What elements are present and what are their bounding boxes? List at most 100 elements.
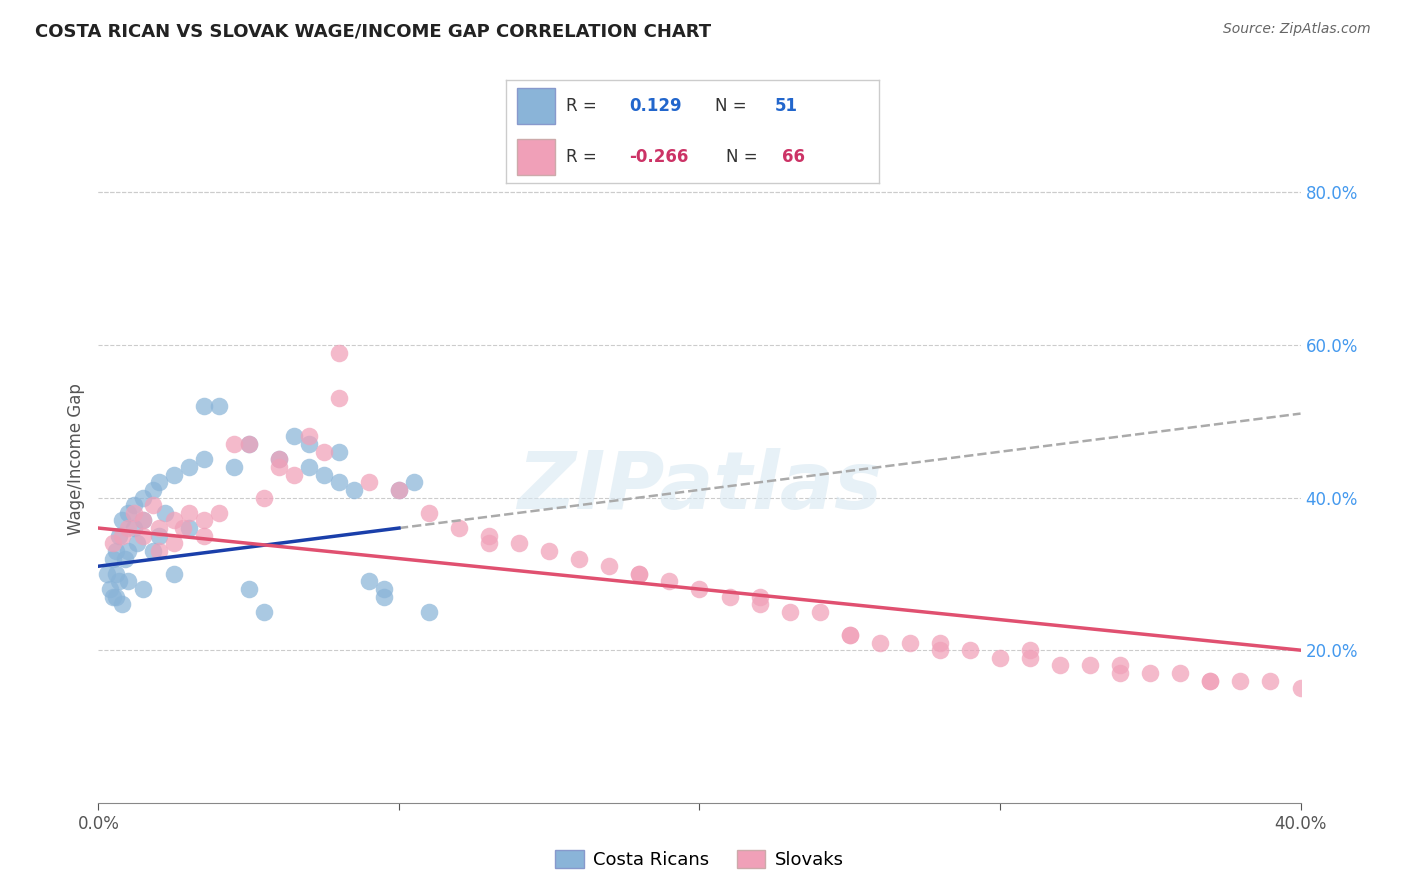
Point: [141, 483, 163, 497]
Point: [148, 529, 170, 543]
Point: [1170, 666, 1192, 681]
Text: R =: R =: [565, 97, 596, 115]
Point: [267, 452, 290, 467]
Point: [298, 460, 321, 475]
Point: [343, 483, 366, 497]
Point: [124, 521, 146, 535]
Point: [114, 551, 136, 566]
Point: [132, 529, 155, 543]
Point: [929, 635, 952, 649]
Point: [193, 529, 215, 543]
Text: Source: ZipAtlas.com: Source: ZipAtlas.com: [1223, 22, 1371, 37]
Point: [193, 399, 215, 413]
Point: [208, 399, 231, 413]
Point: [1019, 643, 1042, 657]
Legend: Costa Ricans, Slovaks: Costa Ricans, Slovaks: [548, 842, 851, 876]
Point: [1109, 658, 1132, 673]
Point: [598, 559, 620, 574]
Point: [988, 650, 1011, 665]
Point: [193, 513, 215, 527]
Point: [838, 628, 860, 642]
Point: [105, 544, 128, 558]
Point: [100, 582, 122, 596]
Point: [779, 605, 801, 619]
Point: [312, 467, 335, 482]
Text: COSTA RICAN VS SLOVAK WAGE/INCOME GAP CORRELATION CHART: COSTA RICAN VS SLOVAK WAGE/INCOME GAP CO…: [35, 22, 711, 40]
Point: [148, 521, 170, 535]
Point: [718, 590, 741, 604]
Point: [328, 392, 350, 406]
Point: [238, 582, 260, 596]
Text: R =: R =: [565, 148, 596, 166]
Point: [238, 437, 260, 451]
Point: [1199, 673, 1222, 688]
Point: [117, 574, 139, 589]
Point: [298, 437, 321, 451]
Point: [357, 574, 380, 589]
Point: [148, 544, 170, 558]
Point: [132, 491, 155, 505]
Point: [162, 467, 184, 482]
Point: [658, 574, 681, 589]
Point: [253, 491, 276, 505]
Point: [127, 536, 149, 550]
Point: [283, 467, 305, 482]
Point: [162, 513, 184, 527]
Point: [1199, 673, 1222, 688]
Point: [105, 590, 128, 604]
Point: [568, 551, 591, 566]
Point: [838, 628, 860, 642]
Point: [328, 444, 350, 458]
Point: [1229, 673, 1251, 688]
Point: [117, 521, 139, 535]
Point: [1049, 658, 1071, 673]
Point: [312, 444, 335, 458]
Text: 51: 51: [775, 97, 797, 115]
Point: [508, 536, 530, 550]
Point: [328, 475, 350, 490]
Point: [388, 483, 411, 497]
Point: [1019, 650, 1042, 665]
Point: [1289, 681, 1312, 696]
Point: [177, 521, 200, 535]
Point: [132, 513, 155, 527]
Point: [357, 475, 380, 490]
Text: -0.266: -0.266: [628, 148, 689, 166]
Point: [117, 544, 139, 558]
Point: [162, 566, 184, 581]
Point: [478, 536, 501, 550]
Text: ZIPatlas: ZIPatlas: [517, 448, 882, 526]
Point: [808, 605, 831, 619]
Point: [177, 506, 200, 520]
Point: [267, 460, 290, 475]
Point: [418, 506, 440, 520]
Point: [869, 635, 891, 649]
Point: [388, 483, 411, 497]
Point: [253, 605, 276, 619]
Point: [628, 566, 651, 581]
Point: [103, 551, 125, 566]
Point: [141, 544, 163, 558]
Point: [898, 635, 921, 649]
Point: [111, 513, 134, 527]
Point: [538, 544, 561, 558]
Point: [124, 498, 146, 512]
Point: [124, 506, 146, 520]
Point: [141, 498, 163, 512]
Point: [1109, 666, 1132, 681]
Point: [117, 506, 139, 520]
Point: [298, 429, 321, 443]
Point: [208, 506, 231, 520]
Point: [748, 598, 770, 612]
Point: [172, 521, 194, 535]
Point: [222, 437, 245, 451]
Text: N =: N =: [725, 148, 758, 166]
Point: [283, 429, 305, 443]
Point: [108, 529, 131, 543]
Point: [222, 460, 245, 475]
Point: [148, 475, 170, 490]
Point: [328, 345, 350, 359]
Point: [628, 566, 651, 581]
Point: [153, 506, 176, 520]
Text: 66: 66: [782, 148, 804, 166]
